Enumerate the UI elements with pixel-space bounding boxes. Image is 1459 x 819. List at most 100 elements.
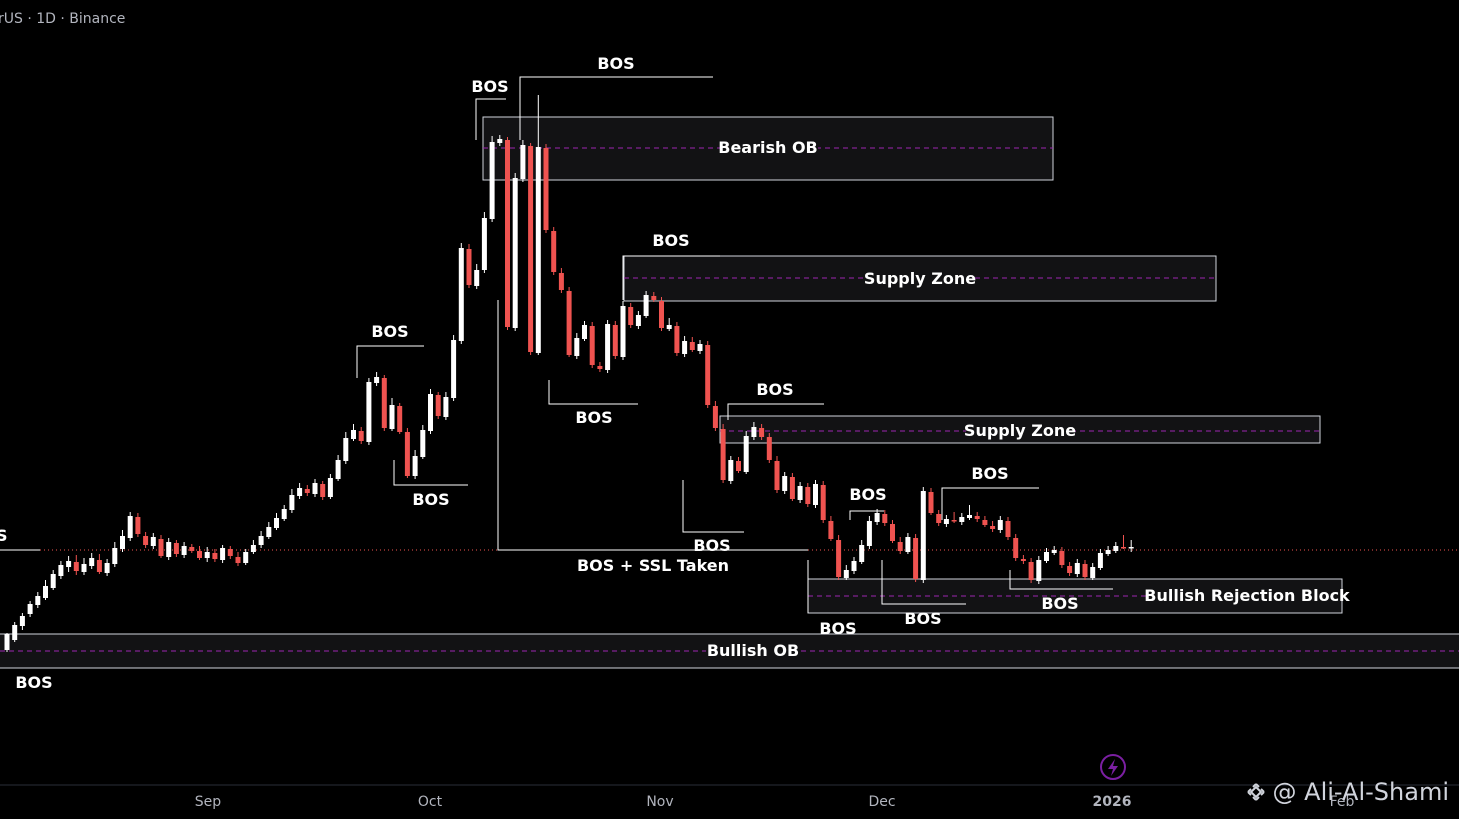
watermark: @ Ali-Al-Shami <box>1245 778 1449 806</box>
bos-label: BOS <box>575 408 612 427</box>
axis-tick-label: 2026 <box>1093 794 1132 810</box>
bullish-candle <box>258 536 264 545</box>
bearish-candle <box>466 249 472 285</box>
bullish-candle <box>1128 547 1134 549</box>
bullish-candle <box>905 537 911 552</box>
symbol-text: rUS · 1D · Binance <box>0 11 126 27</box>
bearish-candle <box>820 485 826 520</box>
bullish-candle <box>535 147 541 353</box>
bearish-candle <box>558 273 564 290</box>
bullish-candle <box>1044 552 1049 561</box>
bullish-candle <box>497 139 503 143</box>
bullish-candle <box>574 338 580 356</box>
bearish-candle <box>1028 562 1034 580</box>
bearish-candle <box>96 560 102 572</box>
bullish-candle <box>666 325 672 329</box>
bearish-candle <box>828 521 834 539</box>
bearish-candle <box>189 547 195 551</box>
bullish-candle <box>312 483 318 494</box>
bearish-candle <box>1121 547 1126 549</box>
bullish-candle <box>166 542 172 557</box>
bearish-candle <box>1005 521 1011 537</box>
bullish-candle <box>1036 560 1042 581</box>
bullish-candle <box>959 517 965 522</box>
bullish-candle <box>327 478 333 497</box>
bullish-candle <box>851 561 857 571</box>
bearish-candle <box>212 553 218 559</box>
bearish-candle <box>135 517 141 534</box>
bullish-candle <box>112 548 118 564</box>
bearish-candle <box>612 325 618 356</box>
supply-zone-2-label: Supply Zone <box>964 421 1076 440</box>
bearish-candle <box>805 487 811 504</box>
bos-label: BOS <box>819 619 856 638</box>
bearish-candle <box>720 429 726 480</box>
lightning-icon[interactable] <box>1100 754 1126 780</box>
bullish-candle <box>50 574 56 588</box>
bos-label: S <box>0 526 8 545</box>
bullish-candle <box>220 548 226 560</box>
bullish-candle <box>81 564 87 572</box>
bearish-candle <box>936 514 942 523</box>
bullish-ob-zone[interactable]: Bullish OB <box>0 633 1459 669</box>
binance-logo-icon <box>1246 783 1265 801</box>
bos-lines <box>0 76 1113 613</box>
bearish-candle <box>197 551 202 558</box>
bearish-candle <box>712 406 718 428</box>
bullish-candle <box>1074 563 1080 574</box>
bullish-candle <box>366 382 372 442</box>
bullish-candle <box>274 518 279 528</box>
time-axis[interactable]: Sep Oct Nov Dec 2026 Feb <box>195 794 1355 810</box>
bearish-candle <box>528 146 534 352</box>
bullish-candle <box>289 495 295 510</box>
bearish-candle <box>928 492 934 513</box>
bearish-candle <box>674 326 680 353</box>
bullish-candle <box>4 634 10 650</box>
bearish-ob-zone[interactable]: Bearish OB <box>482 116 1054 181</box>
bearish-candle <box>381 378 387 428</box>
axis-tick-label: Nov <box>646 794 673 810</box>
bullish-candle <box>474 270 480 286</box>
bullish-candle <box>843 570 849 578</box>
bullish-candle <box>635 315 641 326</box>
bullish-candle <box>512 178 518 328</box>
axis-tick-label: Feb <box>1330 794 1355 810</box>
bullish-candle <box>281 509 287 519</box>
bearish-candle <box>705 345 711 405</box>
bullish-candle <box>19 616 25 626</box>
bos-label: BOS <box>756 380 793 399</box>
bearish-candle <box>397 406 403 432</box>
supply-zone-2[interactable]: Supply Zone <box>719 415 1321 444</box>
bearish-candle <box>774 461 780 490</box>
bearish-candle <box>597 366 603 369</box>
bearish-candle <box>1059 551 1065 565</box>
bullish-candle <box>643 295 649 316</box>
bos-label: BOS <box>971 464 1008 483</box>
bearish-candle <box>789 477 795 499</box>
bearish-candle <box>759 428 765 437</box>
supply-zone-1-label: Supply Zone <box>864 269 976 288</box>
bullish-candle <box>420 430 426 457</box>
bullish-candle <box>43 586 48 598</box>
bullish-candle <box>451 340 457 398</box>
bullish-candle <box>351 430 356 439</box>
bearish-candle <box>173 543 179 554</box>
bullish-candle <box>35 596 41 605</box>
bullish-candle <box>797 486 803 500</box>
bearish-candle <box>543 148 549 230</box>
bullish-candle <box>489 142 495 219</box>
bearish-candle <box>659 301 664 328</box>
bullish-candle <box>204 552 210 558</box>
bearish-candle <box>404 432 410 476</box>
candlestick-series <box>4 95 1134 652</box>
bullish-candle <box>481 218 487 270</box>
bullish-candle <box>412 456 418 476</box>
bullish-candle <box>58 565 64 576</box>
supply-zone-1[interactable]: Supply Zone <box>623 255 1217 302</box>
bullish-candle <box>520 145 526 179</box>
bullish-rejection-block-zone[interactable]: Bullish Rejection Block <box>807 578 1350 614</box>
bullish-candle <box>66 561 72 567</box>
bearish-candle <box>990 526 996 529</box>
bos-label: BOS <box>652 231 689 250</box>
